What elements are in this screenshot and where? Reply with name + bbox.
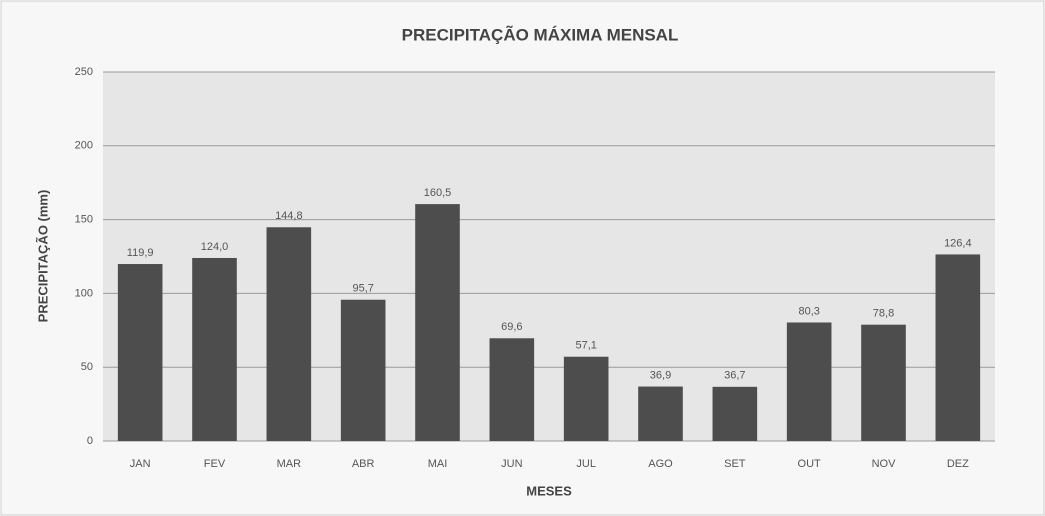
x-tick-label: OUT: [798, 458, 822, 470]
x-tick-label: SET: [724, 458, 746, 470]
value-label: 119,9: [127, 247, 154, 259]
bar: [861, 324, 906, 441]
x-tick-label: AGO: [648, 458, 673, 470]
bar: [489, 338, 535, 441]
value-label: 80,3: [798, 305, 819, 317]
bar: [266, 227, 312, 441]
y-tick-label: 250: [75, 66, 93, 78]
value-label: 36,7: [724, 370, 745, 382]
bar: [935, 254, 981, 441]
x-tick-label: MAR: [277, 458, 302, 470]
value-label: 36,9: [650, 369, 671, 381]
value-label: 78,8: [873, 308, 894, 320]
value-label: 57,1: [575, 340, 596, 352]
y-tick-label: 0: [87, 435, 93, 447]
y-tick-label: 150: [75, 214, 93, 226]
y-tick-label: 100: [75, 287, 93, 299]
x-tick-label: FEV: [204, 458, 226, 470]
bar: [786, 322, 832, 441]
chart-title: PRECIPITAÇÃO MÁXIMA MENSAL: [402, 24, 679, 44]
x-tick-label: ABR: [352, 458, 375, 470]
value-label: 95,7: [352, 283, 373, 295]
bar: [712, 386, 758, 441]
bar: [117, 264, 163, 441]
plot-area: [103, 72, 995, 441]
value-label: 126,4: [944, 237, 972, 249]
x-tick-label: NOV: [872, 458, 897, 470]
x-axis-label: MESES: [526, 483, 572, 498]
x-tick-label: JUL: [576, 458, 596, 470]
x-tick-label: MAI: [428, 458, 448, 470]
bar: [192, 257, 237, 441]
x-tick-label: DEZ: [947, 458, 969, 470]
x-tick-label: JAN: [130, 458, 151, 470]
bar: [340, 299, 386, 441]
value-label: 144,8: [275, 210, 303, 222]
value-label: 160,5: [424, 187, 452, 199]
y-axis-label: PRECIPITAÇÃO (mm): [35, 190, 50, 323]
bar: [563, 356, 609, 441]
y-tick-label: 200: [75, 140, 93, 152]
bar: [415, 204, 460, 441]
y-tick-label: 50: [81, 361, 93, 373]
bar: [638, 386, 683, 441]
x-tick-label: JUN: [501, 458, 522, 470]
value-label: 124,0: [201, 241, 229, 253]
value-label: 69,6: [501, 321, 522, 333]
